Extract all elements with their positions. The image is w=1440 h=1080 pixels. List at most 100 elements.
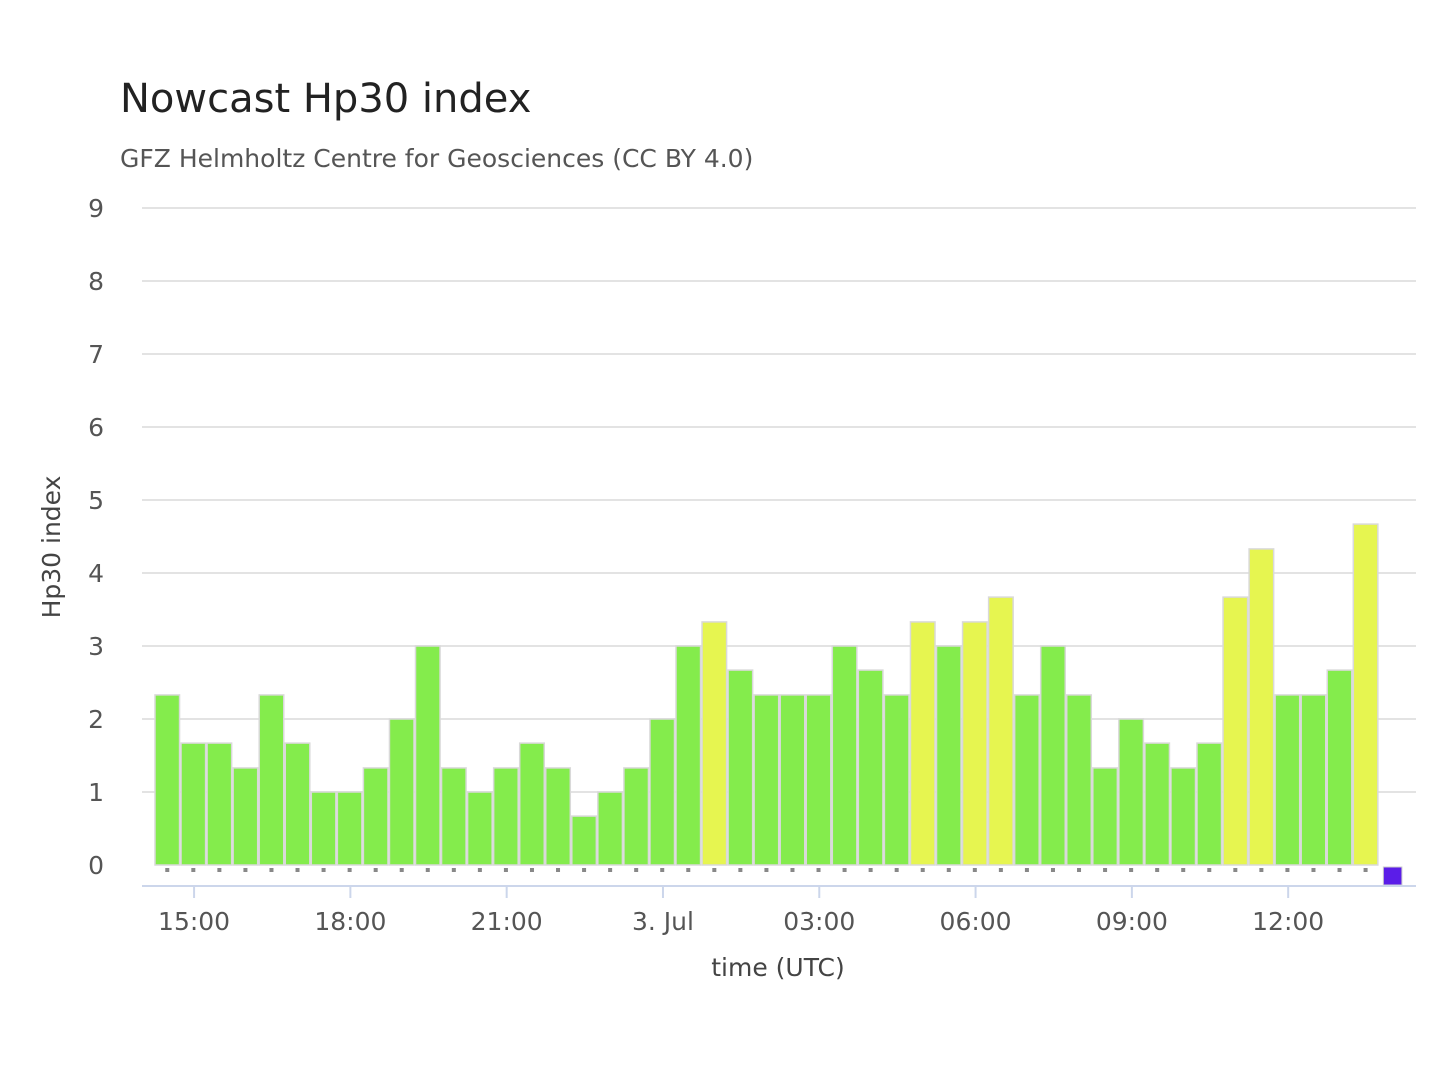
bar-base-marker [1129,868,1134,872]
bar[interactable] [414,645,441,866]
bar[interactable] [571,815,598,866]
bar-base-marker [920,868,925,872]
y-axis-label: Hp30 index [37,476,66,619]
bar[interactable] [1170,767,1197,866]
y-tick-label: 9 [88,194,104,223]
bar[interactable] [1066,694,1093,866]
bar[interactable] [545,767,572,866]
bar[interactable] [1092,767,1119,866]
bar-base-marker [816,868,821,872]
bar[interactable] [909,621,936,866]
y-tick-label: 4 [88,559,104,588]
bar-base-marker [243,868,248,872]
bar-base-marker [998,868,1003,872]
bar-series [154,523,1403,886]
bar-base-marker [1155,868,1160,872]
bar[interactable] [1352,523,1379,866]
bar-base-marker [1207,868,1212,872]
y-tick-label: 5 [88,486,104,515]
bar-base-marker [1103,868,1108,872]
bar[interactable] [1196,742,1223,866]
bar-base-marker [1259,868,1264,872]
bar[interactable] [336,791,363,866]
bar[interactable] [206,742,233,866]
bar-base-marker [712,868,717,872]
bar[interactable] [440,767,467,866]
bar[interactable] [649,718,676,866]
chart-title: Nowcast Hp30 index [120,76,532,122]
bar[interactable] [1300,694,1327,866]
bar[interactable] [180,742,207,866]
bar[interactable] [1144,742,1171,866]
bar-base-marker [1233,868,1238,872]
bar[interactable] [518,742,546,866]
bar[interactable] [623,767,650,866]
y-tick-label: 2 [88,705,104,734]
bar[interactable] [779,694,806,866]
bar[interactable] [154,694,181,866]
bar-base-marker [868,868,873,872]
bar[interactable] [675,645,702,866]
bar-base-marker [946,868,951,872]
bar[interactable] [466,791,493,866]
bar[interactable] [284,742,311,866]
bar[interactable] [1118,718,1145,866]
bar[interactable] [1274,694,1301,866]
bar-base-marker [269,868,274,872]
bar-base-marker [529,868,534,872]
y-tick-label: 3 [88,632,104,661]
bar-base-marker [217,868,222,872]
bar-base-marker [1024,868,1029,872]
bar[interactable] [987,596,1014,866]
bar[interactable] [492,767,519,866]
y-tick-label: 7 [88,340,104,369]
bar[interactable] [388,718,415,866]
bar-base-marker [321,868,326,872]
bar[interactable] [805,694,832,866]
bar-base-marker [295,868,300,872]
bar-base-marker [686,868,691,872]
bar[interactable] [310,791,337,866]
bar-base-marker [972,868,977,872]
bar[interactable] [1382,866,1403,886]
bar-base-marker [1337,868,1342,872]
bar[interactable] [1222,596,1249,866]
bar[interactable] [857,669,884,866]
bar[interactable] [597,791,624,866]
bar-base-marker [894,868,899,872]
bar[interactable] [1039,645,1066,866]
bar[interactable] [753,694,780,866]
bar[interactable] [1326,669,1353,866]
bar-base-marker [347,868,352,872]
bar-base-marker [1077,868,1082,872]
bar[interactable] [258,694,285,866]
bar-base-marker [1050,868,1055,872]
bar[interactable] [701,621,728,866]
bar[interactable] [961,621,988,866]
bar-base-marker [1311,868,1316,872]
x-tick-label: 06:00 [940,907,1012,936]
bar[interactable] [883,694,910,866]
bar[interactable] [1248,548,1275,866]
x-tick-label: 03:00 [783,907,855,936]
x-axis-label: time (UTC) [711,953,845,982]
y-tick-label: 8 [88,267,104,296]
bar-base-marker [477,868,482,872]
bar-base-marker [191,868,196,872]
bar[interactable] [831,645,858,866]
bar-base-marker [790,868,795,872]
bar-base-marker [608,868,613,872]
bar[interactable] [362,767,389,866]
y-tick-label: 6 [88,413,104,442]
x-tick-label: 3. Jul [632,907,694,936]
bar[interactable] [727,669,754,866]
bar[interactable] [1013,694,1040,866]
x-tick-label: 21:00 [471,907,543,936]
bar-base-marker [425,868,430,872]
bar-base-marker [451,868,456,872]
bar-base-marker [1181,868,1186,872]
bar-base-marker [634,868,639,872]
bar[interactable] [935,645,962,866]
bar[interactable] [232,767,259,866]
